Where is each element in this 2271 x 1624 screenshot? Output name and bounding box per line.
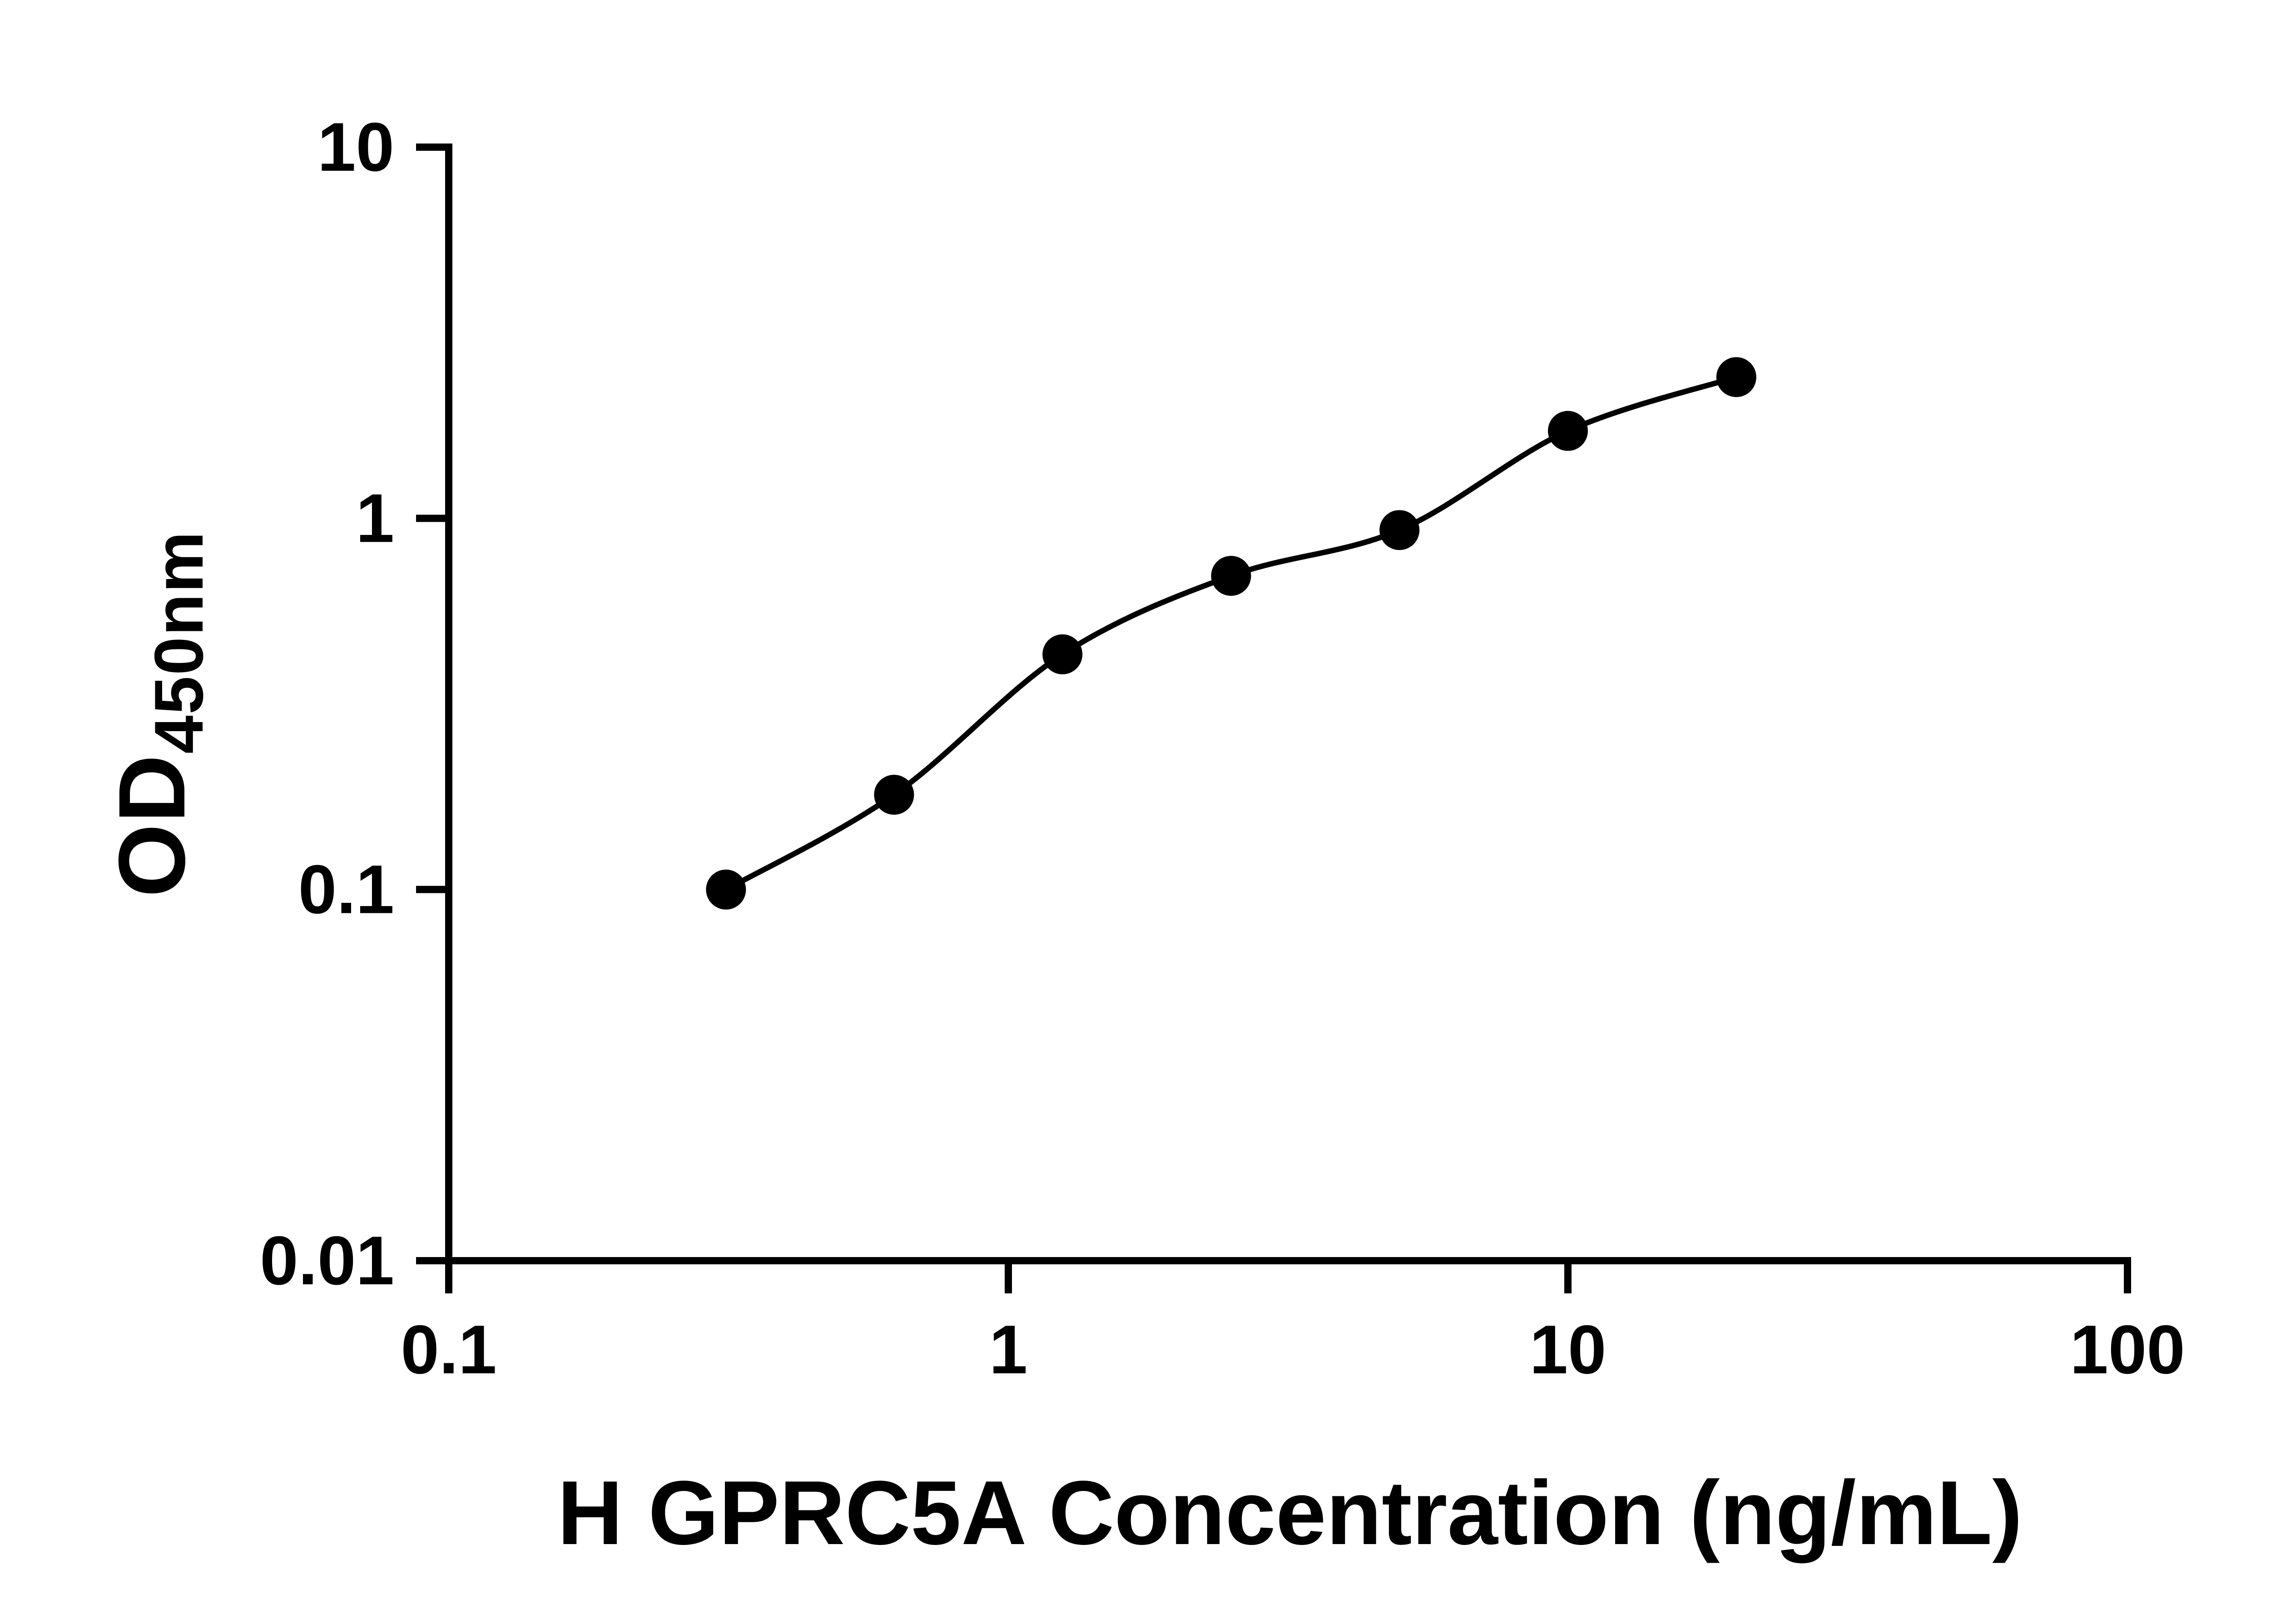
data-point — [1548, 411, 1588, 451]
x-axis-title: H GPRC5A Concentration (ng/mL) — [557, 1462, 2023, 1564]
x-tick-label: 0.1 — [401, 1311, 496, 1388]
data-point — [1716, 357, 1756, 397]
x-tick-label: 1 — [989, 1311, 1028, 1388]
y-axis-title-main: OD — [101, 753, 206, 897]
data-points-group — [706, 357, 1756, 910]
y-axis-title: OD450nm — [99, 530, 221, 897]
data-point — [874, 775, 914, 815]
x-tick-label: 10 — [1529, 1311, 1606, 1388]
data-point — [706, 869, 746, 910]
axis-lines — [445, 144, 2131, 1264]
fit-curve-group — [723, 374, 1739, 892]
y-tick-label: 10 — [317, 109, 394, 186]
data-point — [1042, 634, 1083, 674]
data-point — [1379, 510, 1420, 550]
y-tick-label: 1 — [356, 480, 394, 557]
y-axis-title-sub: 450nm — [143, 530, 219, 754]
y-tick-label: 0.01 — [260, 1222, 394, 1299]
fit-curve — [723, 374, 1739, 892]
axes-group — [416, 144, 2131, 1293]
data-point — [1211, 556, 1251, 596]
y-tick-label: 0.1 — [298, 851, 394, 928]
x-tick-label: 100 — [2070, 1311, 2185, 1388]
